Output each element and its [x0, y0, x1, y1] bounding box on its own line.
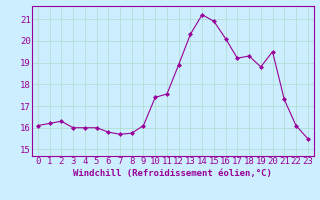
- X-axis label: Windchill (Refroidissement éolien,°C): Windchill (Refroidissement éolien,°C): [73, 169, 272, 178]
